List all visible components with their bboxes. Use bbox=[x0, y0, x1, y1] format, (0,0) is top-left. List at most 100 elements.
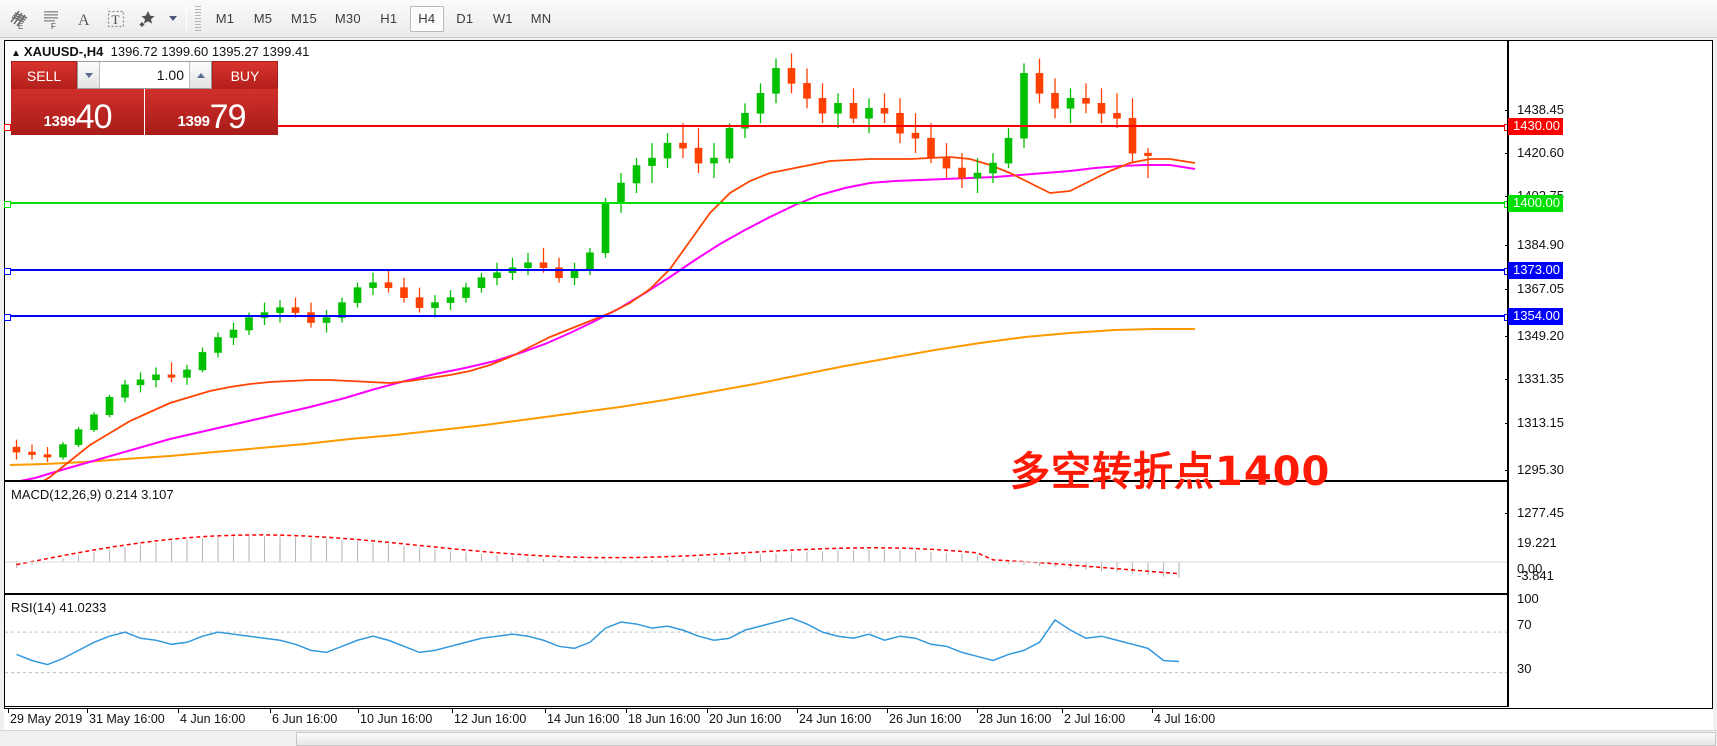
sell-button[interactable]: SELL bbox=[11, 61, 77, 89]
rsi-axis-label: 30 bbox=[1517, 661, 1532, 676]
timeframe-button-d1[interactable]: D1 bbox=[456, 11, 474, 26]
line-handle-left[interactable] bbox=[4, 124, 11, 131]
timeframe-toolbar-grip[interactable] bbox=[195, 5, 201, 32]
timeframe-button-mn[interactable]: MN bbox=[530, 11, 552, 26]
line-handle-left[interactable] bbox=[4, 314, 11, 321]
time-axis-label: 12 Jun 16:00 bbox=[454, 712, 527, 726]
price-axis-tick bbox=[1505, 423, 1509, 424]
timeframe-button-m30[interactable]: M30 bbox=[334, 11, 361, 26]
macd-plot bbox=[5, 534, 1507, 578]
text-box-icon[interactable]: T bbox=[101, 4, 131, 34]
support-line-1373[interactable] bbox=[4, 268, 1511, 275]
timeframe-button-h1[interactable]: H1 bbox=[380, 11, 398, 26]
price-axis-tick bbox=[1505, 245, 1509, 246]
support-line-1354[interactable] bbox=[4, 314, 1511, 321]
ma-orange-slow bbox=[9, 328, 1195, 466]
time-axis-label: 4 Jul 16:00 bbox=[1154, 712, 1216, 726]
rsi-caption[interactable]: RSI(14) 41.0233 bbox=[11, 600, 107, 615]
line-handle-left[interactable] bbox=[4, 201, 11, 208]
buy-price-pips: 79 bbox=[209, 98, 247, 136]
rsi-axis-label: 100 bbox=[1517, 591, 1539, 606]
time-axis-label: 2 Jul 16:00 bbox=[1064, 712, 1126, 726]
pivot-line-1400-badge[interactable]: 1400.00 bbox=[1508, 195, 1563, 212]
price-axis[interactable]: 1438.451420.601402.751384.901367.051349.… bbox=[1505, 41, 1712, 707]
macd-pane[interactable]: MACD(12,26,9) 0.214 3.107 bbox=[5, 484, 1507, 595]
vertical-scrollbar[interactable] bbox=[1713, 38, 1717, 728]
toolbar-separator bbox=[186, 6, 187, 31]
support-line-1354-badge[interactable]: 1354.00 bbox=[1508, 308, 1563, 325]
time-axis-tick bbox=[270, 709, 271, 713]
candlestick-series bbox=[12, 53, 1152, 463]
macd-axis-label: 0.00 bbox=[1517, 561, 1543, 576]
horizontal-scrollbar[interactable] bbox=[0, 730, 1717, 746]
objects-icon[interactable] bbox=[133, 4, 163, 34]
chart-area[interactable]: ▲ XAUUSD-,H4 1396.72 1399.60 1395.27 1399… bbox=[4, 40, 1713, 728]
time-axis-label: 14 Jun 16:00 bbox=[547, 712, 620, 726]
text-label-icon[interactable]: A bbox=[69, 4, 99, 34]
symbol-name: XAUUSD-,H4 bbox=[23, 44, 104, 59]
time-axis-label: 28 Jun 16:00 bbox=[979, 712, 1052, 726]
volume-decrease-button[interactable] bbox=[78, 62, 100, 88]
resistance-line-1430-badge[interactable]: 1430.00 bbox=[1508, 118, 1563, 135]
price-axis-tick bbox=[1505, 379, 1509, 380]
line-handle-left[interactable] bbox=[4, 268, 11, 275]
volume-field[interactable]: 1.00 bbox=[77, 61, 212, 89]
time-axis-tick bbox=[87, 709, 88, 713]
price-axis-tick bbox=[1505, 289, 1509, 290]
pivot-line-1400[interactable] bbox=[4, 201, 1511, 208]
price-axis-label: 1384.90 bbox=[1517, 237, 1564, 252]
timeframe-button-m1[interactable]: M1 bbox=[215, 11, 235, 26]
time-axis-tick bbox=[545, 709, 546, 713]
timeframe-button-m5[interactable]: M5 bbox=[253, 11, 273, 26]
price-axis-label: 1277.45 bbox=[1517, 505, 1564, 520]
macd-axis-label: -3.841 bbox=[1517, 568, 1554, 583]
rsi-pane[interactable]: RSI(14) 41.0233 bbox=[5, 597, 1507, 707]
rsi-axis-label: 70 bbox=[1517, 617, 1532, 632]
volume-value[interactable]: 1.00 bbox=[156, 67, 184, 83]
buy-price-big: 1399 bbox=[177, 113, 210, 130]
buy-price-display[interactable]: 1399 79 bbox=[145, 89, 278, 135]
one-click-trading-panel[interactable]: SELL 1.00 BUY 1399 40 1399 79 bbox=[11, 61, 278, 135]
svg-text:A: A bbox=[78, 12, 90, 29]
macd-caption[interactable]: MACD(12,26,9) 0.214 3.107 bbox=[11, 487, 174, 502]
price-axis-tick bbox=[1505, 196, 1509, 197]
price-axis-tick bbox=[1505, 336, 1509, 337]
volume-increase-button[interactable] bbox=[189, 62, 211, 88]
price-axis-label: 1331.35 bbox=[1517, 371, 1564, 386]
horizontal-scrollbar-thumb[interactable] bbox=[296, 732, 1716, 746]
support-line-1373-badge[interactable]: 1373.00 bbox=[1508, 262, 1563, 279]
symbol-header: ▲ XAUUSD-,H4 1396.72 1399.60 1395.27 1399… bbox=[11, 44, 309, 59]
macd-axis-label: 19.221 bbox=[1517, 535, 1557, 550]
time-axis-tick bbox=[1152, 709, 1153, 713]
price-axis-label: 1295.30 bbox=[1517, 462, 1564, 477]
price-axis-label: 1349.20 bbox=[1517, 328, 1564, 343]
collapse-arrow-icon[interactable]: ▲ bbox=[11, 48, 21, 59]
time-axis-label: 10 Jun 16:00 bbox=[360, 712, 433, 726]
time-axis-label: 31 May 16:00 bbox=[89, 712, 165, 726]
time-axis[interactable]: 29 May 2019 31 May 16:00 4 Jun 16:00 6 Jun … bbox=[4, 708, 1713, 730]
price-axis-label: 1367.05 bbox=[1517, 281, 1564, 296]
time-axis-tick bbox=[887, 709, 888, 713]
time-axis-label: 4 Jun 16:00 bbox=[180, 712, 246, 726]
time-axis-tick bbox=[178, 709, 179, 713]
timeframe-button-h4[interactable]: H4 bbox=[409, 5, 444, 32]
price-axis-tick bbox=[1505, 153, 1509, 154]
timeframe-button-w1[interactable]: W1 bbox=[492, 11, 513, 26]
time-axis-label: 20 Jun 16:00 bbox=[709, 712, 782, 726]
indicators-list-icon[interactable]: F bbox=[37, 4, 67, 34]
sell-price-display[interactable]: 1399 40 bbox=[11, 89, 145, 135]
objects-dropdown-icon[interactable] bbox=[165, 4, 179, 34]
time-axis-tick bbox=[626, 709, 627, 713]
time-axis-label: 24 Jun 16:00 bbox=[799, 712, 872, 726]
time-axis-label: 6 Jun 16:00 bbox=[272, 712, 338, 726]
time-axis-tick bbox=[358, 709, 359, 713]
expert-advisors-icon[interactable]: E bbox=[5, 4, 35, 34]
price-pane[interactable]: ▲ XAUUSD-,H4 1396.72 1399.60 1395.27 1399… bbox=[4, 41, 1511, 495]
chart-annotation-text[interactable]: 多空转折点1400 bbox=[1010, 449, 1331, 495]
time-axis-label: 18 Jun 16:00 bbox=[628, 712, 701, 726]
time-axis-tick bbox=[707, 709, 708, 713]
buy-button[interactable]: BUY bbox=[212, 61, 278, 89]
time-axis-tick bbox=[977, 709, 978, 713]
timeframe-button-m15[interactable]: M15 bbox=[291, 11, 317, 26]
